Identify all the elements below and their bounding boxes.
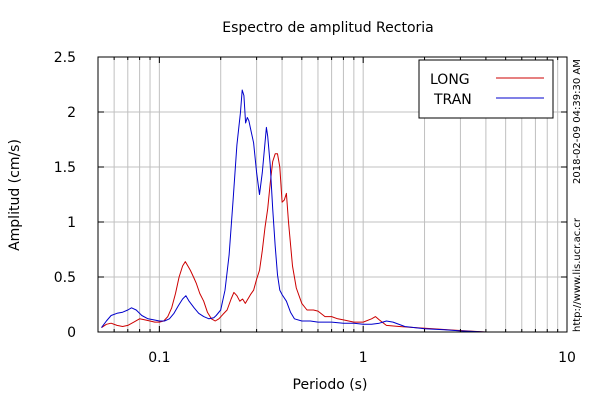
legend-label-tran: TRAN [433, 92, 472, 108]
series-line-tran [101, 89, 567, 333]
y-tick-label: 2.5 [54, 50, 76, 66]
y-tick-label: 0.5 [54, 270, 76, 286]
series-lines [101, 89, 567, 333]
y-tick-label: 1 [67, 215, 76, 231]
axis-ticks: 0 0.5 1 1.5 2 2.5 0.1 1 10 [54, 50, 576, 366]
legend-label-long: LONG [430, 72, 470, 88]
plot-frame [97, 56, 568, 333]
url-note: http://www.lis.ucr.ac.cr [572, 218, 583, 332]
y-tick-label: 0 [67, 325, 76, 341]
series-line-long [101, 153, 567, 333]
x-tick-label: 0.1 [148, 350, 170, 366]
legend: LONG TRAN [418, 59, 554, 119]
y-tick-label: 2 [67, 105, 76, 121]
x-tick-label: 10 [558, 350, 576, 366]
legend-box [418, 59, 554, 119]
x-axis-label: Periodo (s) [293, 377, 368, 393]
x-tick-label: 1 [359, 350, 368, 366]
timestamp-note: 2018-02-09 04:39:30 AM [572, 59, 583, 184]
chart-title: Espectro de amplitud Rectoria [222, 20, 434, 36]
y-tick-label: 1.5 [54, 160, 76, 176]
y-axis-label: Amplitud (cm/s) [7, 139, 23, 251]
